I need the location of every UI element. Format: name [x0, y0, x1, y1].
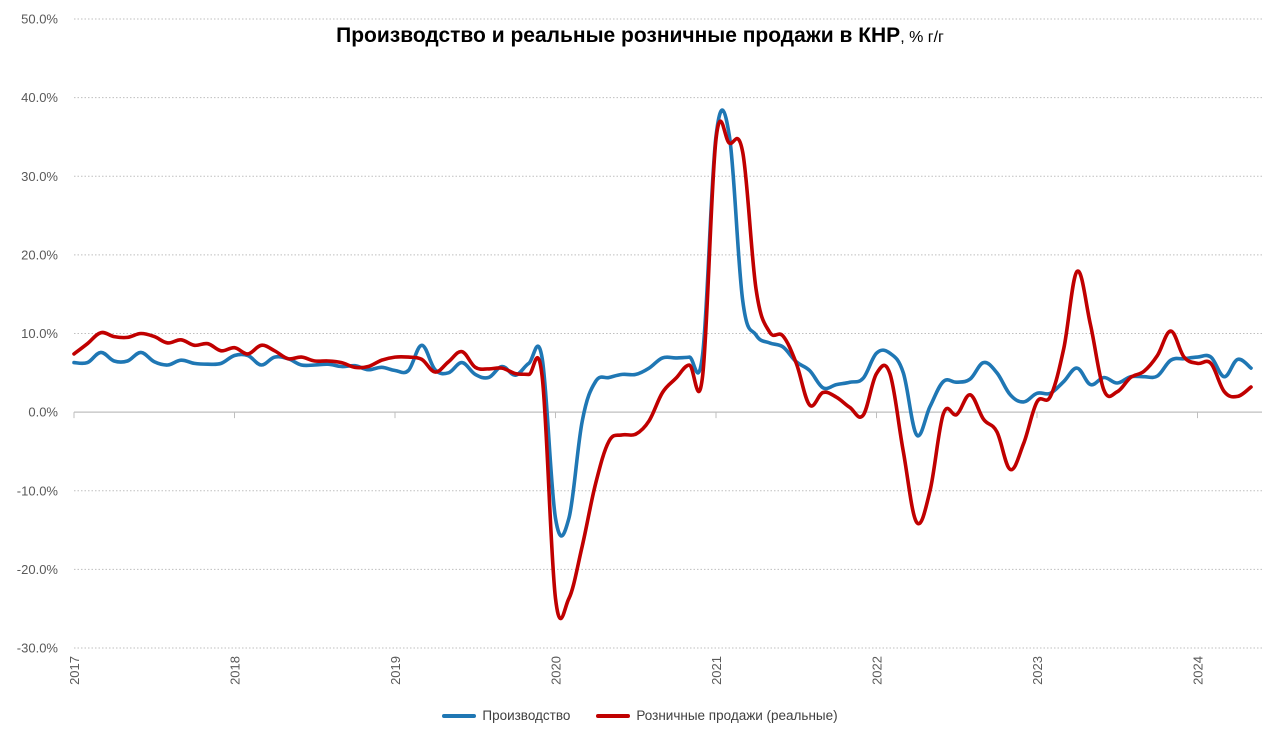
legend-item-production[interactable]: Производство: [442, 708, 570, 723]
y-tick-label: 20.0%: [21, 247, 58, 262]
y-tick-label: 10.0%: [21, 326, 58, 341]
series-line-production: [72, 108, 1253, 538]
y-tick-label: 40.0%: [21, 90, 58, 105]
y-tick-label: 50.0%: [21, 12, 58, 27]
legend: Производство Розничные продажи (реальные…: [0, 708, 1280, 723]
grid-lines: [74, 18, 1262, 649]
legend-item-retail[interactable]: Розничные продажи (реальные): [596, 708, 838, 723]
chart-title: Производство и реальные розничные продаж…: [0, 24, 1280, 48]
y-tick-label: 0.0%: [28, 405, 58, 420]
legend-swatch-retail: [596, 713, 631, 718]
legend-label-retail: Розничные продажи (реальные): [636, 708, 838, 723]
x-tick-label: 2022: [870, 656, 885, 685]
series-lines: [72, 108, 1253, 621]
x-tick-label: 2021: [709, 656, 724, 685]
legend-label-production: Производство: [482, 708, 571, 723]
y-tick-label: -10.0%: [17, 483, 59, 498]
x-tick-label: 2024: [1191, 656, 1206, 685]
y-tick-label: -20.0%: [17, 562, 59, 577]
x-tick-label: 2018: [228, 656, 243, 685]
legend-swatch-production: [442, 713, 477, 718]
y-tick-label: 30.0%: [21, 169, 58, 184]
chart-title-text: Производство и реальные розничные продаж…: [336, 24, 901, 47]
x-tick-label: 2017: [67, 656, 82, 685]
y-axis: 50.0% 40.0% 30.0% 20.0% 10.0% 0.0% -10.0% -20.0…: [17, 12, 59, 656]
chart-title-unit: , % г/г: [900, 29, 944, 46]
x-tick-label: 2019: [388, 656, 403, 685]
x-axis: 2017 2018 2019 2020 2021 2022 2023 2024: [67, 411, 1262, 685]
series-line-retail: [72, 119, 1253, 621]
x-tick-label: 2020: [549, 656, 564, 685]
y-tick-label: -30.0%: [17, 641, 59, 656]
x-tick-label: 2023: [1030, 656, 1045, 685]
